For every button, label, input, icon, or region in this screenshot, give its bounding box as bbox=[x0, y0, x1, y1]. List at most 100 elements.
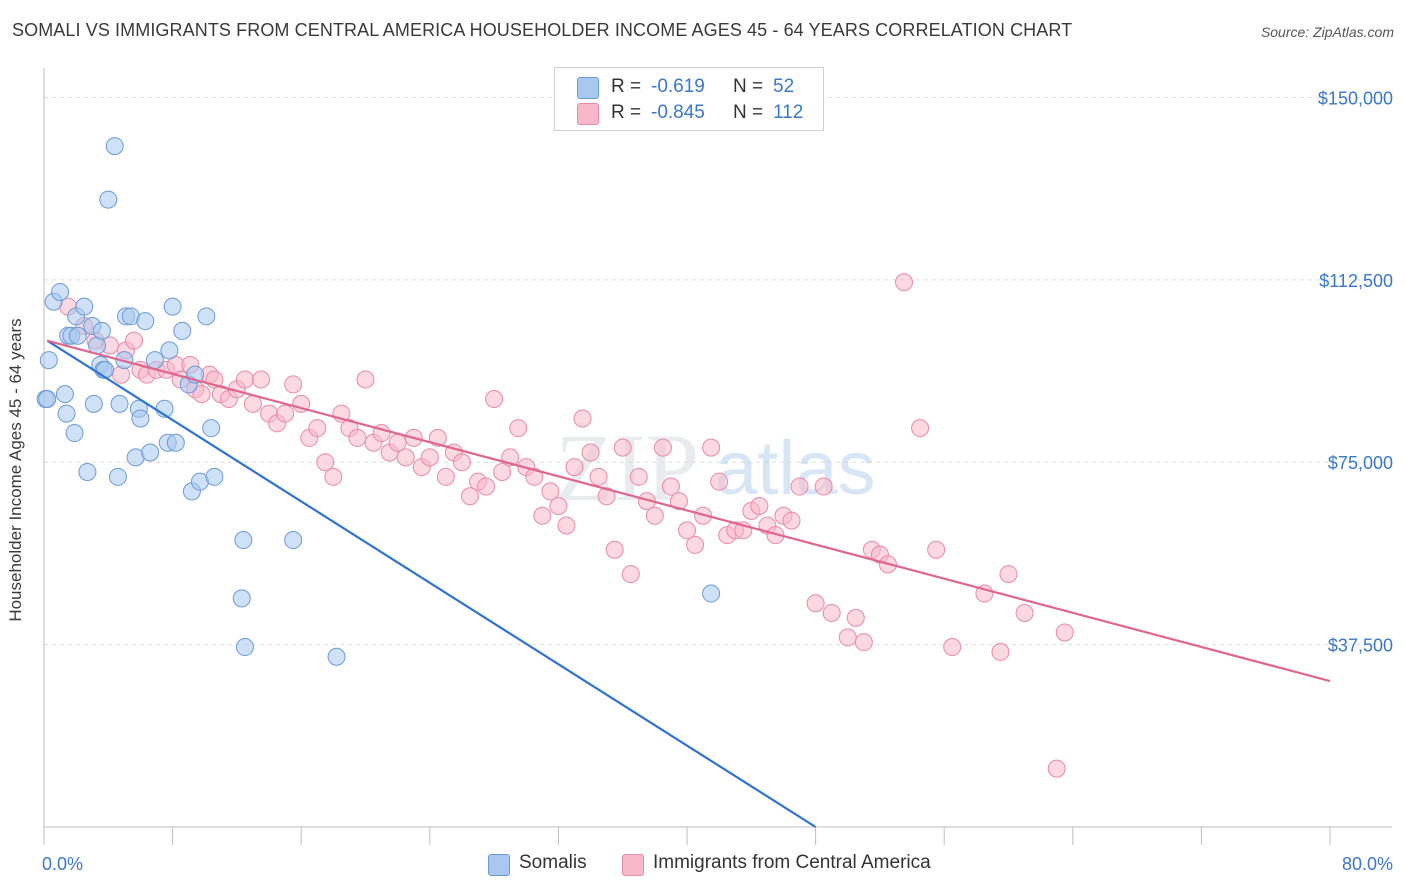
axes bbox=[43, 68, 1392, 845]
r-value: -0.845 bbox=[651, 102, 705, 123]
data-point bbox=[927, 540, 946, 559]
data-point bbox=[999, 565, 1018, 584]
central-america-swatch bbox=[577, 103, 599, 125]
data-point bbox=[669, 492, 688, 511]
x-tick-labels: 0.0% 80.0% bbox=[42, 854, 1393, 874]
data-point bbox=[39, 351, 58, 370]
data-point bbox=[92, 321, 111, 340]
data-point bbox=[597, 487, 616, 506]
data-point bbox=[68, 326, 87, 345]
data-point bbox=[396, 448, 415, 467]
y-tick-label: $37,500 bbox=[1328, 636, 1393, 656]
data-point bbox=[96, 360, 115, 379]
legend-label: Somalis bbox=[519, 852, 587, 873]
data-point bbox=[854, 633, 873, 652]
data-point bbox=[78, 462, 97, 481]
data-point bbox=[629, 467, 648, 486]
x-tick-label: 80.0% bbox=[1342, 854, 1393, 874]
data-point bbox=[460, 487, 479, 506]
data-point bbox=[356, 370, 375, 389]
n-label: N = bbox=[733, 76, 764, 97]
data-point bbox=[235, 370, 254, 389]
legend-label: Immigrants from Central America bbox=[653, 852, 931, 873]
data-point bbox=[38, 390, 57, 408]
data-point bbox=[573, 409, 592, 428]
y-tick-label: $75,000 bbox=[1328, 453, 1393, 473]
data-point bbox=[557, 516, 576, 535]
data-point bbox=[525, 467, 544, 486]
data-point bbox=[710, 472, 729, 491]
data-point bbox=[549, 497, 568, 515]
regression-line bbox=[46, 339, 817, 828]
data-point bbox=[235, 638, 254, 657]
data-point bbox=[806, 594, 825, 613]
data-point bbox=[661, 477, 680, 496]
source-credit: Source: ZipAtlas.com bbox=[1260, 24, 1394, 40]
data-point bbox=[605, 540, 624, 559]
r-label: R = bbox=[611, 76, 642, 97]
data-point bbox=[943, 638, 962, 657]
data-point bbox=[105, 137, 124, 156]
data-point bbox=[202, 419, 221, 438]
data-point bbox=[205, 467, 224, 486]
data-point bbox=[57, 404, 76, 423]
data-point bbox=[51, 283, 70, 301]
n-value: 112 bbox=[773, 102, 804, 123]
data-point bbox=[1055, 623, 1074, 642]
data-point bbox=[166, 433, 185, 452]
central-america-swatch bbox=[622, 854, 644, 876]
regression-line bbox=[46, 339, 1331, 683]
data-point bbox=[750, 497, 769, 515]
data-point bbox=[131, 409, 150, 428]
data-point bbox=[846, 608, 865, 627]
data-point bbox=[477, 477, 496, 496]
data-point bbox=[232, 589, 251, 608]
somalis-swatch bbox=[488, 854, 510, 876]
data-point bbox=[581, 443, 600, 462]
data-point bbox=[324, 467, 343, 486]
data-point bbox=[110, 394, 129, 413]
stats-legend: R = -0.619 N = 52 R = -0.845 N = 112 bbox=[554, 67, 824, 131]
data-point bbox=[108, 467, 127, 486]
data-point bbox=[565, 458, 584, 477]
data-point bbox=[822, 604, 841, 622]
series-blue-points bbox=[36, 137, 721, 666]
data-point bbox=[509, 419, 528, 438]
data-point bbox=[125, 331, 144, 350]
data-point bbox=[99, 190, 118, 209]
x-tick-label: 0.0% bbox=[42, 854, 83, 874]
y-tick-label: $112,500 bbox=[1319, 271, 1393, 291]
gridlines bbox=[44, 96, 1392, 646]
data-point bbox=[838, 628, 857, 647]
data-point bbox=[533, 506, 552, 525]
data-point bbox=[653, 438, 672, 457]
data-point bbox=[589, 467, 608, 486]
data-point bbox=[621, 565, 640, 584]
data-point bbox=[1015, 604, 1034, 622]
n-label: N = bbox=[733, 102, 764, 123]
data-point bbox=[65, 424, 84, 443]
data-point bbox=[173, 321, 192, 340]
data-point bbox=[686, 535, 705, 554]
r-value: -0.619 bbox=[651, 76, 705, 97]
data-point bbox=[436, 467, 455, 486]
data-point bbox=[790, 477, 809, 496]
data-point bbox=[991, 642, 1010, 661]
data-point bbox=[55, 385, 74, 404]
data-point bbox=[163, 297, 182, 316]
data-point bbox=[895, 273, 914, 292]
data-point bbox=[136, 312, 155, 331]
data-point bbox=[160, 341, 179, 360]
data-point bbox=[84, 394, 103, 413]
data-point bbox=[1047, 759, 1066, 778]
data-point bbox=[911, 419, 930, 438]
data-point bbox=[645, 506, 664, 525]
data-point bbox=[145, 351, 164, 370]
r-label: R = bbox=[611, 102, 642, 123]
data-point bbox=[485, 390, 504, 408]
y-tick-label: $150,000 bbox=[1318, 88, 1393, 108]
data-point bbox=[678, 521, 696, 540]
watermark-atlas: atlas bbox=[715, 426, 876, 511]
data-point bbox=[284, 531, 303, 550]
